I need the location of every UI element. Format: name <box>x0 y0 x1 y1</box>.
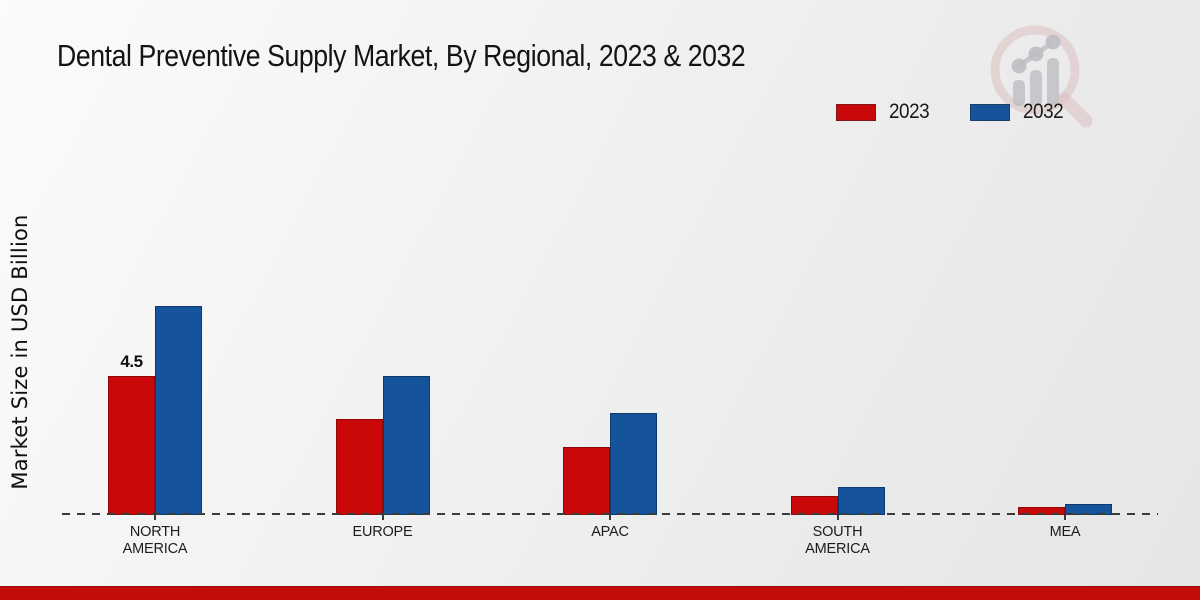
legend-item-2023: 2023 <box>836 100 934 124</box>
chart-title: Dental Preventive Supply Market, By Regi… <box>57 38 746 73</box>
bar-2023-europe <box>335 419 383 515</box>
category-label-europe: EUROPE <box>352 524 413 540</box>
x-axis-tick-mea <box>1064 515 1066 520</box>
zero-baseline-dashed <box>62 513 1158 515</box>
category-label-north-america: NORTH AMERICA <box>122 524 188 558</box>
bar-value-label: 4.5 <box>120 351 143 371</box>
legend: 2023 2032 <box>836 100 1089 124</box>
category-label-apac: APAC <box>591 524 629 540</box>
category-label-south-america: SOUTH AMERICA <box>805 524 870 558</box>
footer-accent-band <box>0 586 1200 600</box>
legend-label-2023: 2023 <box>889 100 930 123</box>
x-axis-tick-europe <box>381 515 384 520</box>
x-axis-tick-south-america <box>836 515 839 520</box>
bar-2032-apac <box>610 413 657 515</box>
x-axis-tick-apac <box>609 515 611 520</box>
bar-2032-europe <box>382 375 430 515</box>
magnifier-chart-logo-icon <box>990 25 1093 128</box>
legend-swatch-2023 <box>836 103 876 121</box>
bar-2023-apac <box>563 447 610 515</box>
bar-2032-south-america <box>837 487 885 515</box>
bar-2032-north-america <box>155 306 202 515</box>
x-axis-tick-north-america <box>154 515 156 520</box>
bar-2023-north-america <box>108 375 155 515</box>
legend-label-2032: 2032 <box>1022 100 1064 123</box>
legend-item-2032: 2032 <box>969 100 1068 124</box>
category-label-mea: MEA <box>1049 524 1081 540</box>
legend-swatch-2032 <box>969 103 1010 121</box>
